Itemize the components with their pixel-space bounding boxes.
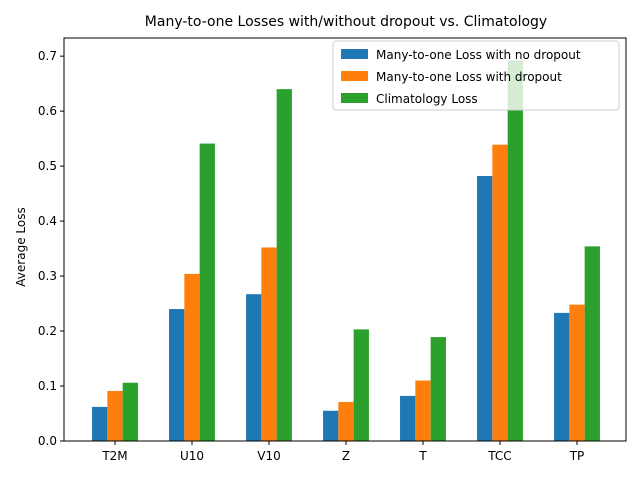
bar-t2m-series-2 <box>107 390 123 441</box>
plot-area: 0.0 0.1 0.2 0.3 0.4 0.5 0.6 0.7 T2M U10 V10 Z T TCC TP <box>38 37 627 463</box>
x-tick-label-v10: V10 <box>257 449 280 463</box>
plot-frame <box>63 37 627 442</box>
legend-swatch-1 <box>341 49 368 59</box>
legend-label-2: Many-to-one Loss with dropout <box>376 70 562 84</box>
y-tick-label: 0.2 <box>38 324 57 338</box>
bar-t2m-series-3 <box>122 382 138 441</box>
y-tick-label: 0.1 <box>38 379 57 393</box>
bar-t-series-2 <box>415 380 431 441</box>
y-tick-label: 0.0 <box>38 434 57 448</box>
legend-box <box>332 40 620 111</box>
legend-label-1: Many-to-one Loss with no dropout <box>376 48 581 62</box>
bar-t2m-series-1 <box>92 406 108 441</box>
y-axis-label: Average Loss <box>14 207 28 286</box>
bar-tcc-series-3 <box>507 60 523 441</box>
y-tick-label: 0.6 <box>38 104 57 118</box>
x-tick-label-z: Z <box>342 449 350 463</box>
legend: Many-to-one Loss with no dropout Many-to-… <box>332 40 620 111</box>
bar-z-series-1 <box>323 410 339 441</box>
bar-tp-series-1 <box>554 312 570 441</box>
bar-tp-series-2 <box>569 304 585 441</box>
y-tick-label: 0.3 <box>38 269 57 283</box>
bar-v10-series-2 <box>261 247 277 441</box>
bar-z-series-2 <box>338 401 354 441</box>
y-tick-label: 0.7 <box>38 49 57 63</box>
y-tick-label: 0.5 <box>38 159 57 173</box>
legend-label-3: Climatology Loss <box>376 92 478 106</box>
x-tick-label-tp: TP <box>569 449 585 463</box>
x-tick-label-t: T <box>418 449 427 463</box>
x-tick-label-t2m: T2M <box>101 449 127 463</box>
bar-v10-series-3 <box>276 89 292 441</box>
x-tick-label-u10: U10 <box>180 449 204 463</box>
bar-tcc-series-2 <box>492 144 508 441</box>
legend-swatch-3 <box>341 93 368 103</box>
bar-u10-series-1 <box>169 309 185 441</box>
bar-u10-series-2 <box>184 273 200 441</box>
y-tick-label: 0.4 <box>38 214 57 228</box>
chart-title: Many-to-one Losses with/without dropout … <box>145 14 547 30</box>
x-tick-label-tcc: TCC <box>487 449 511 463</box>
bar-z-series-3 <box>353 329 369 441</box>
bar-t-series-1 <box>400 395 416 441</box>
bar-t-series-3 <box>430 337 446 441</box>
bar-tp-series-3 <box>584 246 600 441</box>
bar-v10-series-1 <box>246 294 262 441</box>
bar-tcc-series-1 <box>477 176 493 441</box>
legend-swatch-2 <box>341 71 368 81</box>
bar-u10-series-3 <box>199 143 215 441</box>
